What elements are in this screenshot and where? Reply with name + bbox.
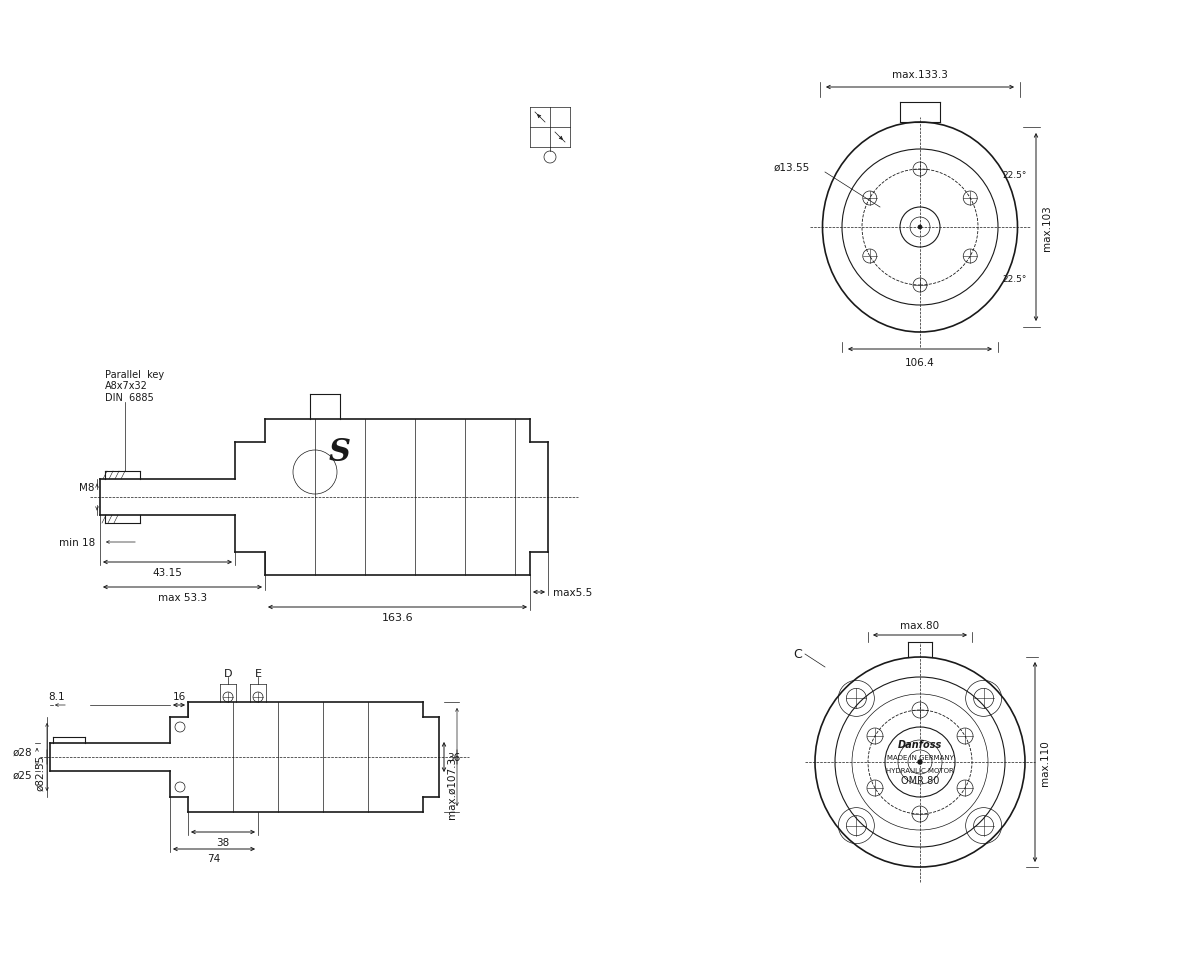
Text: 74: 74 (208, 853, 221, 863)
Text: C: C (793, 648, 802, 660)
Text: D: D (223, 668, 233, 678)
Text: S: S (329, 437, 352, 468)
Text: min 18: min 18 (59, 537, 95, 547)
Text: 38: 38 (216, 837, 229, 847)
Text: 8.1: 8.1 (48, 692, 65, 701)
Text: ø13.55: ø13.55 (774, 163, 810, 173)
Text: MADE IN GERMANY: MADE IN GERMANY (887, 754, 954, 760)
Text: OMR 80: OMR 80 (901, 775, 940, 786)
Text: max.80: max.80 (900, 620, 940, 630)
Text: ø82.55: ø82.55 (35, 754, 46, 790)
Text: max.110: max.110 (1040, 740, 1050, 786)
Text: 43.15: 43.15 (152, 568, 182, 577)
Text: 106.4: 106.4 (905, 358, 935, 367)
Text: ø28: ø28 (12, 747, 32, 757)
Text: max5.5: max5.5 (553, 587, 593, 597)
Text: 22.5°: 22.5° (1002, 276, 1026, 284)
Circle shape (918, 760, 922, 764)
Text: 36: 36 (446, 752, 461, 762)
Text: max.ø107.3: max.ø107.3 (446, 756, 457, 818)
Text: HYDRAULIC MOTOR: HYDRAULIC MOTOR (886, 767, 954, 773)
Text: 16: 16 (173, 692, 186, 701)
Text: Parallel  key
A8x7x32
DIN  6885: Parallel key A8x7x32 DIN 6885 (106, 369, 164, 403)
Text: max.133.3: max.133.3 (892, 70, 948, 80)
Circle shape (918, 226, 922, 230)
Text: E: E (254, 668, 262, 678)
Text: 22.5°: 22.5° (1002, 171, 1026, 181)
Text: 163.6: 163.6 (382, 613, 413, 622)
Text: Danfoss: Danfoss (898, 740, 942, 749)
Text: max 53.3: max 53.3 (158, 592, 208, 603)
Text: M8: M8 (79, 483, 95, 492)
Text: max.103: max.103 (1042, 205, 1052, 251)
Text: ø25: ø25 (12, 770, 32, 781)
